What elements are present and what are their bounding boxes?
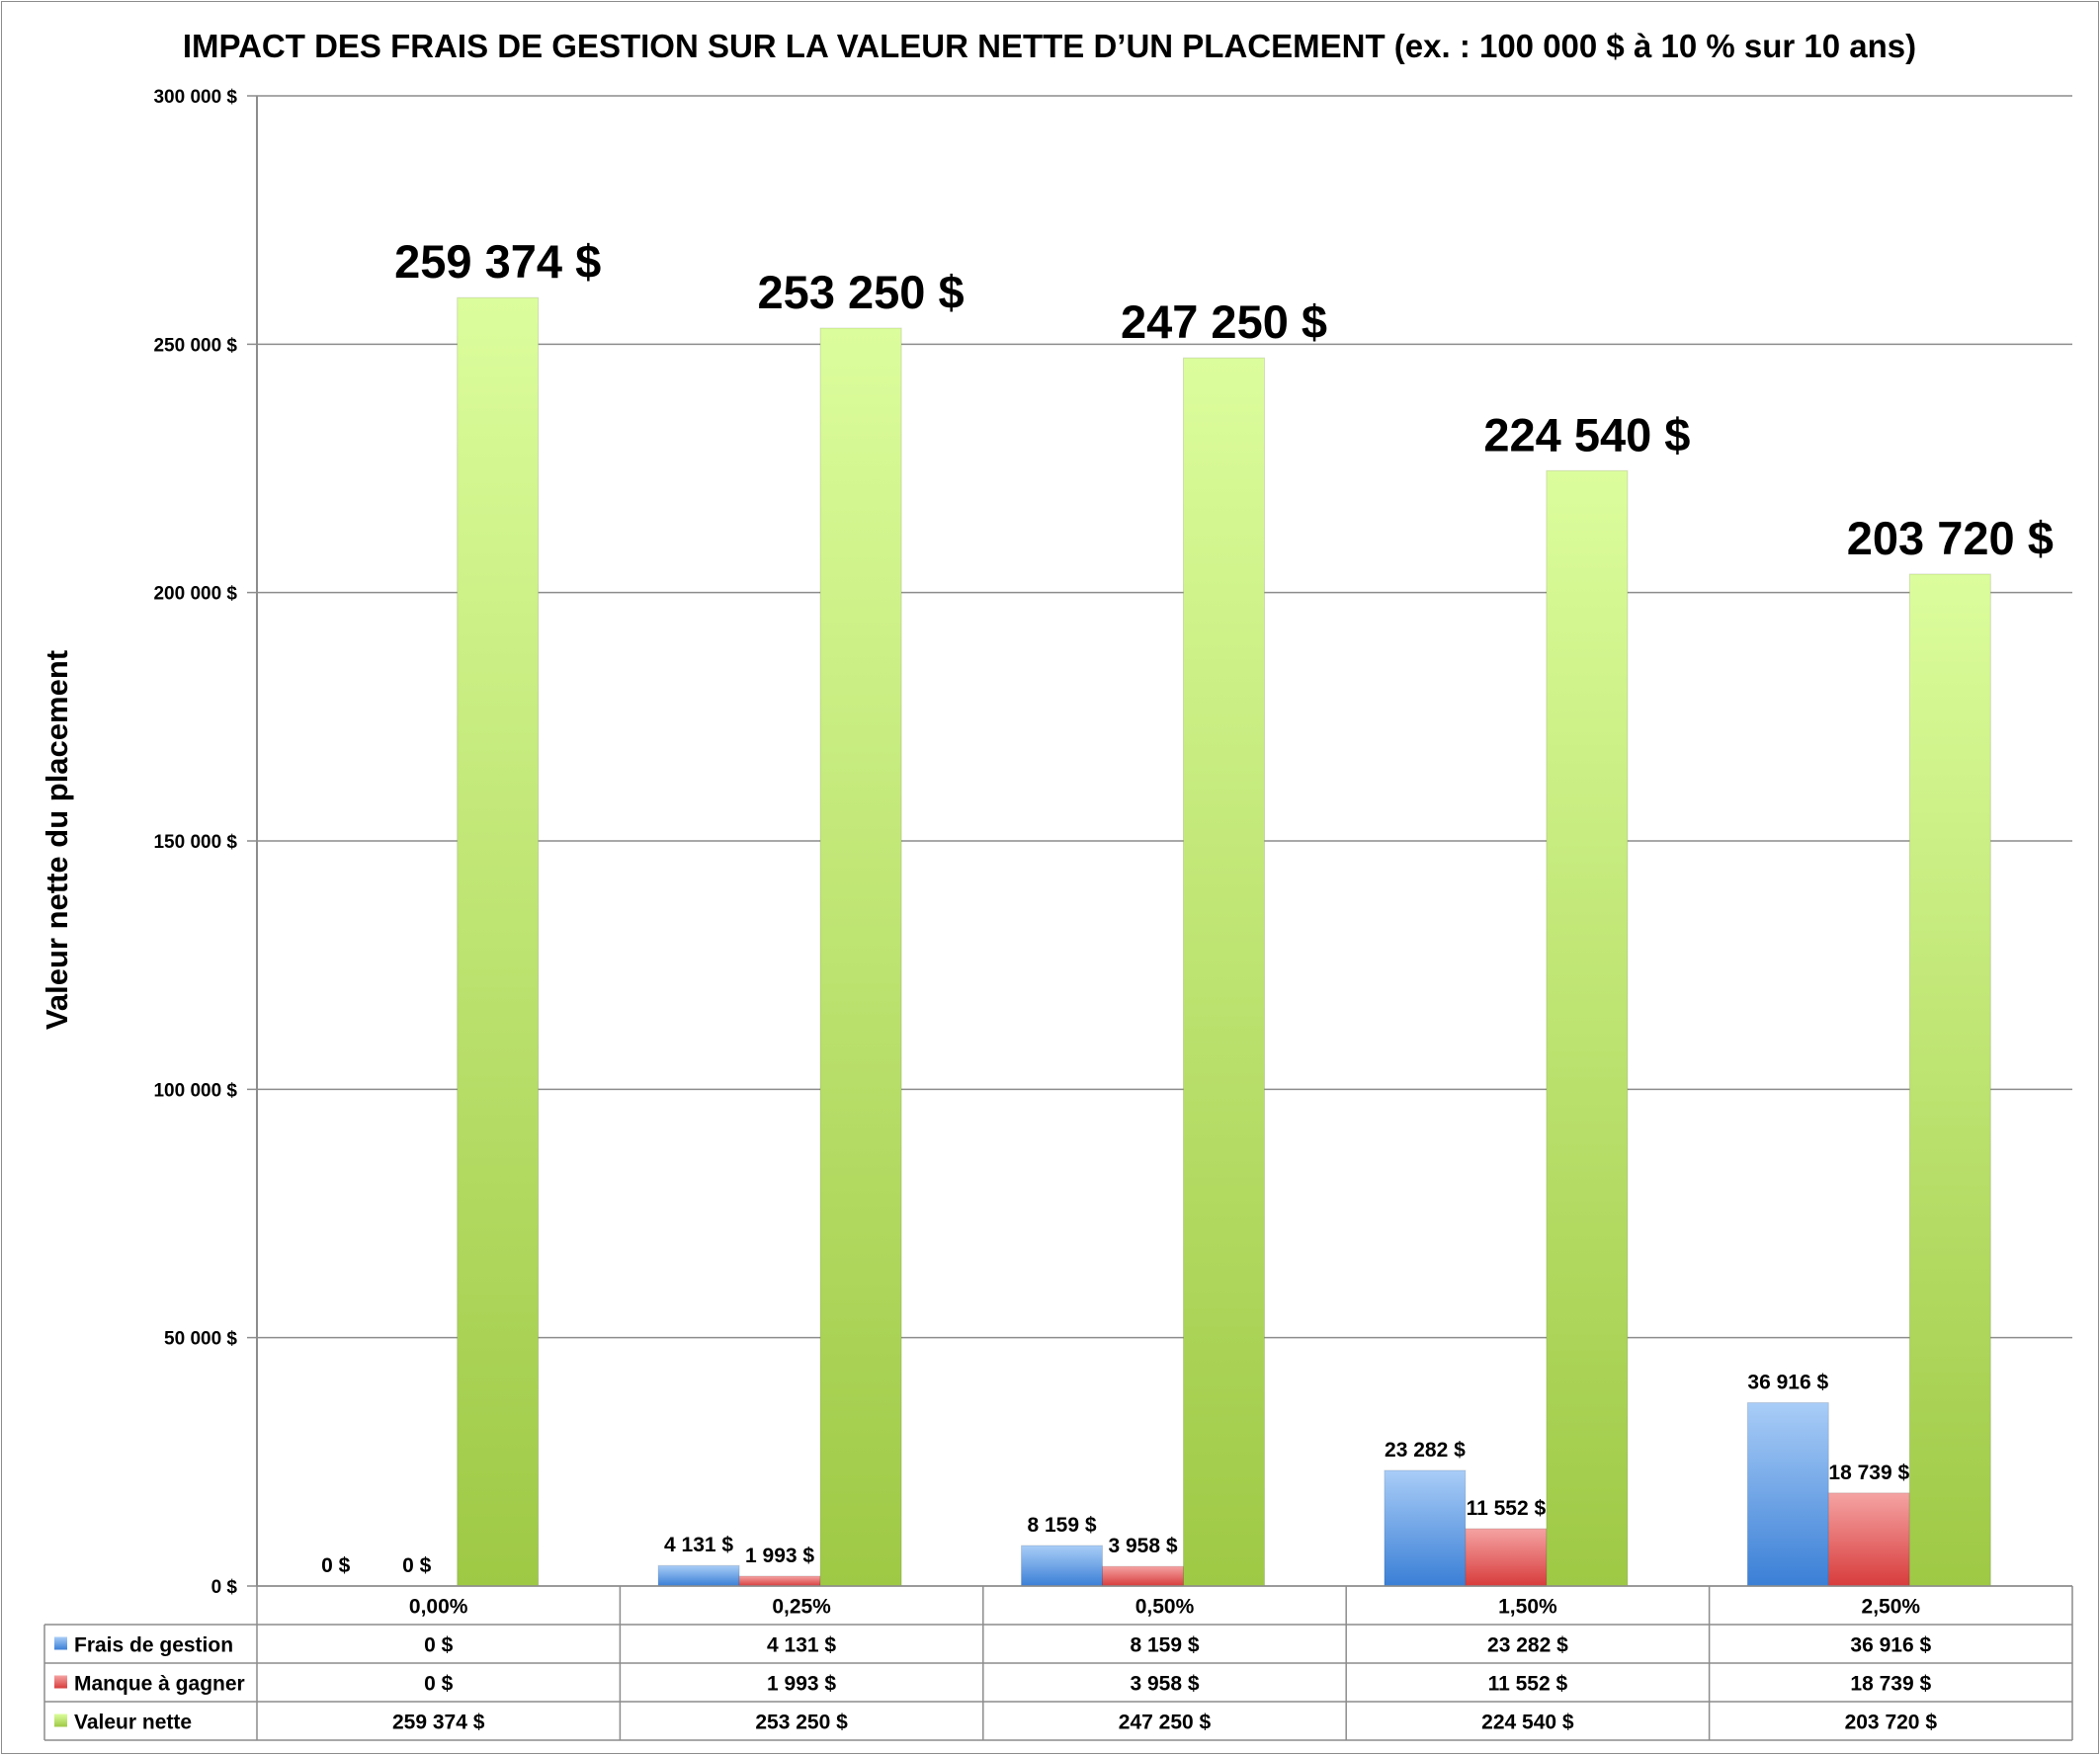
table-cell: 11 552 $ xyxy=(1488,1673,1568,1696)
bar-valeur-nette xyxy=(1908,573,1991,1587)
y-axis-ticks: 0 $ 50 000 $ 100 000 $ 150 000 $ 200 000 $ 25… xyxy=(153,87,237,1598)
table-cell: 224 540 $ xyxy=(1481,1712,1574,1734)
table-cell: 3 958 $ xyxy=(1130,1673,1199,1696)
y-tick-label: 50 000 $ xyxy=(164,1329,237,1350)
bar-frais-de-gestion xyxy=(657,1564,740,1587)
table-cell: 1 993 $ xyxy=(767,1673,836,1696)
y-tick-label: 150 000 $ xyxy=(153,832,237,853)
y-tick-label: 250 000 $ xyxy=(153,335,237,356)
category-label: 2,50% xyxy=(1862,1596,1921,1619)
data-label: 23 282 $ xyxy=(1385,1439,1466,1462)
table-cell: 247 250 $ xyxy=(1119,1712,1212,1734)
table-cell: 259 374 $ xyxy=(392,1712,485,1734)
data-label: 0 $ xyxy=(402,1554,432,1577)
table-cell: 253 250 $ xyxy=(755,1712,848,1734)
data-label: 8 159 $ xyxy=(1027,1514,1096,1537)
data-label: 247 250 $ xyxy=(1121,295,1327,348)
bar-manque-a-gagner xyxy=(738,1575,821,1587)
data-label: 4 131 $ xyxy=(664,1534,733,1556)
legend-swatch xyxy=(54,1675,67,1689)
data-label: 224 540 $ xyxy=(1483,408,1690,460)
y-tick-label: 200 000 $ xyxy=(153,584,237,605)
table-cell: 36 916 $ xyxy=(1850,1634,1931,1657)
table-cell: 0 $ xyxy=(424,1634,454,1657)
bar-frais-de-gestion xyxy=(1746,1401,1829,1587)
data-table: 0,00% 0,25% 0,50% 1,50% 2,50% Frais de gestio… xyxy=(43,1585,2073,1741)
data-label: 259 374 $ xyxy=(394,235,601,288)
data-label: 18 739 $ xyxy=(1828,1462,1909,1484)
bar-valeur-nette xyxy=(1183,357,1265,1587)
category-label: 1,50% xyxy=(1498,1596,1557,1619)
data-label: 11 552 $ xyxy=(1467,1497,1547,1520)
bar-frais-de-gestion xyxy=(1021,1545,1103,1587)
legend-swatch xyxy=(54,1713,67,1727)
table-cell: 8 159 $ xyxy=(1130,1634,1199,1657)
bar-frais-de-gestion xyxy=(1384,1469,1467,1587)
table-cell: 4 131 $ xyxy=(767,1634,836,1657)
legend-label: Valeur nette xyxy=(74,1712,192,1734)
y-tick-label: 100 000 $ xyxy=(153,1080,237,1101)
chart-title: IMPACT DES FRAIS DE GESTION SUR LA VALEU… xyxy=(183,28,1916,64)
bars xyxy=(457,296,1991,1587)
bar-manque-a-gagner xyxy=(1465,1528,1548,1587)
data-label: 3 958 $ xyxy=(1108,1535,1177,1557)
data-label: 0 $ xyxy=(321,1554,351,1577)
table-cell: 23 282 $ xyxy=(1487,1634,1568,1657)
legend-swatch xyxy=(54,1636,67,1650)
y-tick-label: 300 000 $ xyxy=(153,87,237,108)
y-axis-label: Valeur nette du placement xyxy=(40,650,74,1030)
category-label: 0,50% xyxy=(1135,1596,1195,1619)
bar-valeur-nette xyxy=(819,327,902,1587)
data-label: 1 993 $ xyxy=(745,1545,814,1567)
bar-manque-a-gagner xyxy=(1102,1565,1184,1587)
bar-valeur-nette xyxy=(1546,469,1629,1587)
data-label: 203 720 $ xyxy=(1847,512,2054,564)
data-label: 36 916 $ xyxy=(1747,1371,1828,1393)
bar-valeur-nette xyxy=(457,296,540,1587)
table-cell: 203 720 $ xyxy=(1845,1712,1938,1734)
data-label: 253 250 $ xyxy=(758,266,965,318)
data-labels: 0 $ 0 $ 259 374 $ 4 131 $ 1 993 $ 253 250 $ 8 … xyxy=(321,235,2054,1577)
table-cell: 0 $ xyxy=(424,1673,454,1696)
category-label: 0,25% xyxy=(772,1596,831,1619)
y-tick-label: 0 $ xyxy=(211,1577,238,1598)
legend-label: Frais de gestion xyxy=(74,1634,233,1657)
table-cell: 18 739 $ xyxy=(1850,1673,1931,1696)
bar-manque-a-gagner xyxy=(1827,1492,1910,1587)
legend-label: Manque à gagner xyxy=(74,1673,245,1696)
category-label: 0,00% xyxy=(409,1596,468,1619)
